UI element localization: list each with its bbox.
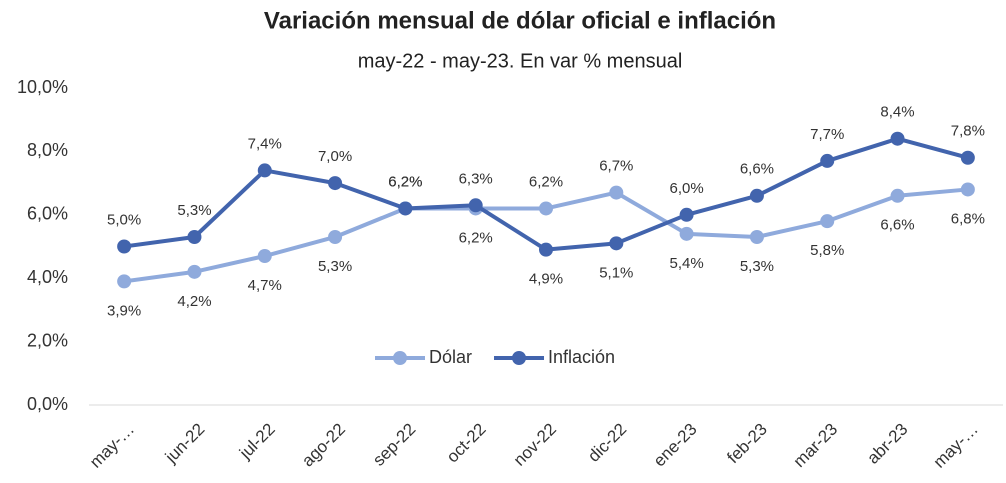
x-tick-label: ago-22 (298, 420, 349, 471)
data-point (187, 229, 202, 244)
x-tick-label: dic-22 (584, 420, 630, 466)
data-label: 6,2% (388, 173, 422, 190)
data-point (820, 153, 835, 168)
legend-label: Inflación (548, 347, 615, 367)
data-label: 7,4% (248, 135, 282, 152)
data-label: 5,3% (177, 202, 211, 219)
x-tick-label: sep-22 (369, 420, 419, 470)
x-tick-label: feb-23 (723, 420, 771, 468)
data-point (960, 150, 975, 165)
data-point (328, 229, 343, 244)
data-point (539, 201, 553, 216)
data-point (117, 274, 132, 289)
data-label: 6,8% (951, 210, 985, 227)
data-point (117, 239, 132, 254)
data-label: 6,6% (880, 217, 914, 234)
data-label: 3,9% (107, 302, 141, 319)
legend: Dólar Inflación (375, 347, 615, 367)
data-point (749, 188, 764, 203)
data-label: 6,2% (459, 229, 493, 246)
data-point (679, 207, 694, 222)
y-tick-label: 10,0% (17, 77, 68, 97)
data-point (609, 185, 624, 200)
legend-marker (512, 351, 527, 365)
y-tick-label: 2,0% (27, 330, 68, 350)
x-tick-label: jul-22 (235, 420, 279, 464)
data-point (468, 198, 483, 213)
series-line (123, 136, 969, 252)
y-tick-label: 4,0% (27, 267, 68, 287)
x-tick-label: oct-22 (443, 420, 490, 467)
data-label: 4,9% (529, 271, 563, 288)
data-label: 6,0% (670, 180, 704, 197)
data-point (679, 226, 694, 241)
data-point (820, 214, 835, 229)
x-tick-label: ene-23 (650, 420, 701, 471)
data-point (890, 131, 905, 146)
data-label: 4,7% (248, 277, 282, 294)
chart-subtitle: may-22 - may-23. En var % mensual (358, 50, 683, 72)
x-tick-label: nov-22 (510, 420, 560, 470)
data-label: 5,0% (107, 211, 141, 228)
data-label: 6,3% (459, 170, 493, 187)
y-tick-label: 8,0% (27, 140, 68, 160)
data-label: 6,2% (388, 173, 422, 190)
x-tick-label: jun-22 (161, 420, 209, 468)
x-tick-label: may-… (86, 420, 138, 472)
data-point (398, 201, 413, 216)
data-point (328, 176, 343, 191)
data-label: 6,7% (599, 158, 633, 175)
x-tick-label: abr-23 (863, 420, 911, 468)
data-label: 5,3% (740, 258, 774, 275)
data-label: 4,2% (177, 293, 211, 310)
data-point (257, 163, 272, 178)
data-label: 6,6% (740, 161, 774, 178)
x-tick-label: may-… (930, 420, 982, 472)
data-point (609, 236, 624, 251)
data-label: 5,4% (670, 255, 704, 272)
legend-marker (393, 351, 407, 365)
data-point (749, 229, 764, 244)
x-tick-label: mar-23 (790, 420, 842, 472)
data-label: 8,4% (880, 104, 914, 121)
data-label: 5,1% (599, 264, 633, 281)
data-label: 5,8% (810, 242, 844, 259)
data-point (257, 249, 272, 264)
data-label: 6,2% (529, 173, 563, 190)
chart-title: Variación mensual de dólar oficial e inf… (264, 7, 776, 34)
data-label: 7,8% (951, 123, 985, 140)
data-point (960, 182, 975, 197)
y-tick-label: 0,0% (27, 394, 68, 414)
data-point (890, 188, 905, 203)
data-point (187, 264, 202, 279)
data-label: 5,3% (318, 258, 352, 275)
data-point (539, 242, 553, 257)
y-tick-label: 6,0% (27, 204, 68, 224)
legend-label: Dólar (429, 347, 472, 367)
data-label: 7,0% (318, 148, 352, 165)
data-label: 7,7% (810, 126, 844, 143)
